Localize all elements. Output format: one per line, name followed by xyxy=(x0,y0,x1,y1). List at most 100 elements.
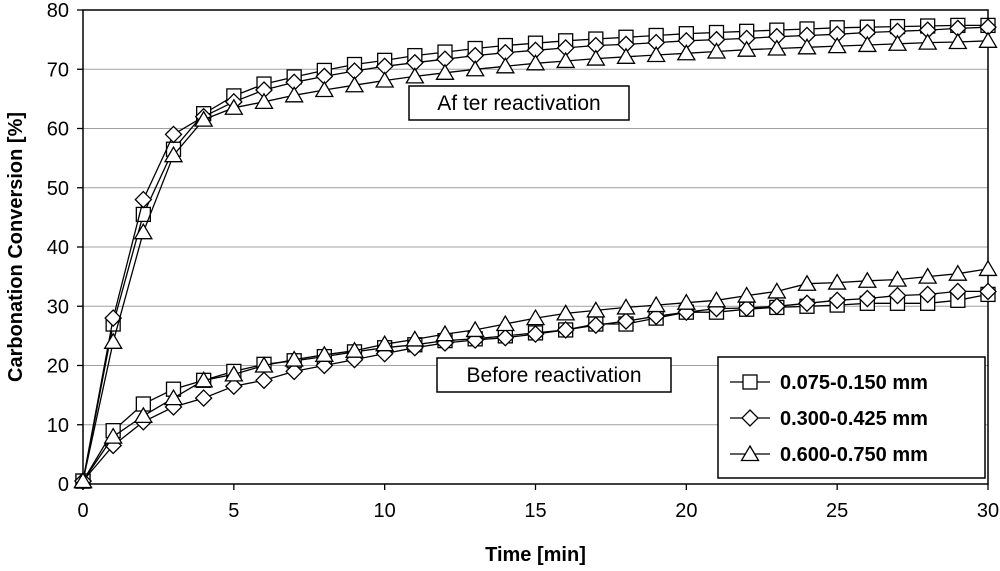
data-point xyxy=(495,57,515,74)
y-tick-label: 0 xyxy=(58,474,69,496)
data-point xyxy=(224,98,244,115)
data-point xyxy=(616,47,636,64)
data-point xyxy=(647,307,666,326)
data-point xyxy=(948,264,968,281)
x-tick-label: 10 xyxy=(374,500,396,522)
data-point xyxy=(344,75,365,93)
data-point xyxy=(194,110,214,127)
y-tick-label: 40 xyxy=(47,237,69,259)
data-point xyxy=(887,34,908,51)
data-point xyxy=(737,286,757,303)
y-tick-label: 80 xyxy=(47,0,69,22)
data-point xyxy=(194,371,214,388)
axes: 0 10 20 30 40 50 60 70 80 0 5 10 15 20 25 30 xyxy=(47,0,999,522)
legend-label: 0.075-0.150 mm xyxy=(780,372,928,394)
data-point xyxy=(767,39,787,56)
data-point xyxy=(435,63,455,80)
data-point xyxy=(134,190,153,209)
data-point xyxy=(405,67,425,84)
data-point xyxy=(495,314,515,332)
data-point xyxy=(828,291,847,310)
series-before-triangle xyxy=(73,259,998,489)
data-point xyxy=(465,320,485,338)
data-point xyxy=(435,324,455,342)
data-point xyxy=(858,289,877,308)
x-tick-label: 30 xyxy=(977,500,999,522)
data-point xyxy=(948,282,967,301)
data-point xyxy=(164,125,183,144)
data-point xyxy=(133,222,153,240)
data-point xyxy=(375,71,395,88)
data-point xyxy=(918,285,937,304)
data-point xyxy=(465,59,485,77)
y-tick-label: 70 xyxy=(47,59,69,81)
data-point xyxy=(857,271,877,288)
data-point xyxy=(163,388,184,406)
data-point xyxy=(285,362,304,381)
data-point xyxy=(194,389,213,408)
data-point xyxy=(798,294,816,313)
legend-entry-diamond: 0.300-0.425 mm xyxy=(730,408,928,430)
data-point xyxy=(405,330,425,347)
x-tick-label: 0 xyxy=(77,500,88,522)
x-tick-label: 20 xyxy=(675,500,697,522)
data-point xyxy=(888,286,907,305)
data-point xyxy=(646,295,666,313)
data-point xyxy=(797,38,817,55)
data-point xyxy=(767,297,786,316)
legend-entry-triangle: 0.600-0.750 mm xyxy=(730,444,928,466)
data-point xyxy=(314,345,334,362)
x-tick-label: 15 xyxy=(524,500,546,522)
data-point xyxy=(314,80,334,98)
before-reactivation-label: Before reactivation xyxy=(466,364,641,387)
data-point xyxy=(104,309,123,328)
series xyxy=(73,17,998,490)
y-tick-label: 50 xyxy=(47,178,69,200)
data-point xyxy=(979,282,997,301)
data-point xyxy=(646,45,666,63)
data-point xyxy=(103,427,123,444)
x-axis-title: Time [min] xyxy=(485,544,586,566)
data-point xyxy=(344,341,365,358)
legend-marker-square xyxy=(742,374,758,390)
y-tick-label: 30 xyxy=(47,296,69,318)
y-tick-label: 20 xyxy=(47,356,69,378)
data-point xyxy=(737,40,757,57)
data-point xyxy=(525,54,546,71)
data-point xyxy=(556,51,576,69)
data-point xyxy=(706,291,727,308)
annotations: Af ter reactivation Before reactivation xyxy=(408,85,672,393)
data-point xyxy=(375,334,395,352)
data-point xyxy=(255,371,273,390)
data-point xyxy=(616,298,636,315)
legend-entry-square: 0.075-0.150 mm xyxy=(730,372,928,394)
data-point xyxy=(556,304,576,321)
data-point xyxy=(526,325,545,344)
data-point xyxy=(284,350,304,367)
data-point xyxy=(978,31,998,48)
data-point xyxy=(706,42,727,59)
data-point xyxy=(857,35,877,53)
data-point xyxy=(586,49,606,66)
data-point xyxy=(617,312,635,330)
x-tick-label: 25 xyxy=(826,500,848,522)
data-point xyxy=(918,33,938,50)
legend-marker-triangle xyxy=(740,444,760,462)
data-point xyxy=(767,282,787,299)
plot-frame xyxy=(82,9,989,485)
data-point xyxy=(887,270,908,287)
data-point xyxy=(103,332,123,349)
before-reactivation-label-box xyxy=(436,357,672,393)
y-tick-label: 10 xyxy=(47,415,69,437)
data-point xyxy=(737,299,756,317)
data-point xyxy=(224,365,244,382)
data-point xyxy=(586,301,606,318)
y-axis-title: Carbonation Conversion [%] xyxy=(5,112,27,382)
data-point xyxy=(284,86,304,103)
data-point xyxy=(586,316,605,335)
data-point xyxy=(133,406,153,424)
after-reactivation-label-box xyxy=(408,85,630,121)
legend: 0.075-0.150 mm 0.300-0.425 mm 0.600-0.750 … xyxy=(717,356,986,479)
x-tick-label: 5 xyxy=(228,500,239,522)
data-point xyxy=(676,43,696,61)
